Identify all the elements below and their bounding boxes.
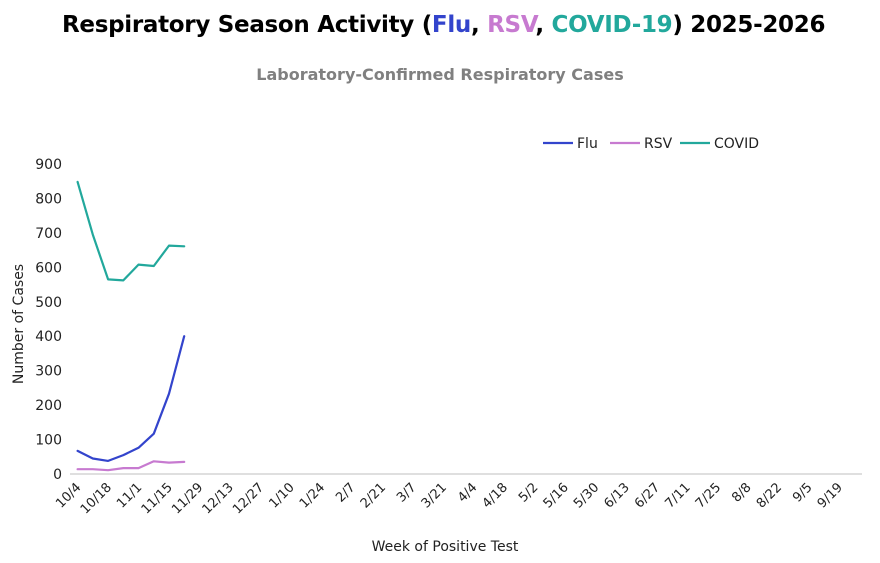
x-tick-label: 11/29 [169,480,206,517]
series-lines [76,180,186,472]
x-tick-label: 12/13 [200,480,237,517]
chart-title: Laboratory-Confirmed Respiratory Cases [256,65,624,84]
y-tick-label: 400 [35,329,62,345]
legend-label-rsv: RSV [644,136,673,152]
title-rsv: RSV [487,12,536,38]
series-line-flu [76,335,186,462]
legend: Flu RSV COVID [543,136,759,152]
y-tick-label: 300 [35,364,62,380]
y-tick-label: 200 [35,398,62,414]
x-tick-label: 12/27 [230,480,267,517]
x-tick-label: 3/21 [419,480,450,511]
page-title: Respiratory Season Activity (Flu, RSV, C… [62,12,825,38]
title-flu: Flu [431,12,471,38]
y-tick-label: 900 [35,157,62,173]
x-tick-label: 8/22 [754,480,785,511]
y-tick-label: 700 [35,226,62,242]
title-separator-2: , [535,12,552,38]
legend-label-flu: Flu [577,136,598,152]
y-axis-label: Number of Cases [11,264,27,384]
x-tick-label: 8/8 [729,480,754,505]
x-tick-label: 2/21 [358,480,389,511]
x-tick-label: 6/27 [632,480,663,511]
x-tick-label: 2/7 [333,480,358,505]
y-tick-label: 100 [35,433,62,449]
x-tick-label: 3/7 [394,480,419,505]
title-covid: COVID-19 [551,12,673,38]
series-line-covid [76,180,186,282]
x-tick-label: 5/2 [516,480,541,505]
legend-label-covid: COVID [714,136,759,152]
x-tick-label: 6/13 [601,480,632,511]
title-prefix: Respiratory Season Activity ( [62,12,432,38]
x-tick-label: 1/24 [297,480,328,511]
x-tick-label: 9/19 [815,480,846,511]
x-tick-label: 4/18 [480,480,511,511]
y-tick-label: 800 [35,191,62,207]
x-tick-label: 5/16 [541,480,572,511]
x-tick-label: 10/18 [78,480,115,517]
x-tick-label: 9/5 [790,480,815,505]
y-tick-label: 500 [35,295,62,311]
x-axis-label: Week of Positive Test [372,539,519,555]
title-suffix: ) 2025-2026 [672,12,826,38]
y-tick-labels: 0 100 200 300 400 500 600 700 800 900 [35,157,62,483]
x-tick-label: 7/11 [662,480,693,511]
y-tick-label: 600 [35,260,62,276]
series-line-rsv [76,460,186,472]
x-tick-label: 4/4 [455,480,480,505]
x-tick-label: 7/25 [693,480,724,511]
title-separator-1: , [470,12,488,38]
y-tick-label: 0 [53,467,62,483]
x-tick-label: 11/15 [139,480,176,517]
x-tick-label: 5/30 [571,480,602,511]
x-tick-label: 1/10 [266,480,297,511]
